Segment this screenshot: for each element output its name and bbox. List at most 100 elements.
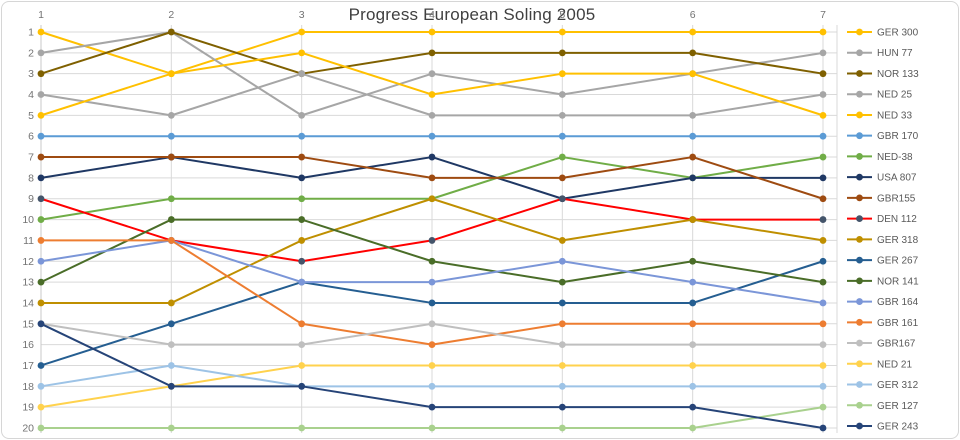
legend-swatch-marker — [856, 173, 863, 181]
data-point-ger-243 — [819, 424, 827, 432]
legend-label: GER 267 — [877, 256, 919, 267]
data-point-hun-77 — [298, 111, 306, 119]
series-ned-33 — [37, 49, 827, 119]
data-point-gbr167 — [819, 341, 827, 349]
legend-swatch-marker — [856, 339, 863, 347]
legend-label: GER 318 — [877, 235, 919, 246]
series-gbr167 — [37, 320, 827, 349]
data-point-ned-33 — [167, 70, 175, 78]
data-point-ned-25 — [428, 111, 436, 119]
data-point-nor-141 — [428, 257, 436, 265]
data-point-ger-300 — [819, 28, 827, 36]
data-point-ger-300 — [428, 28, 436, 36]
data-point-gbr-161 — [558, 320, 566, 328]
data-point-ger-312 — [819, 382, 827, 390]
data-point-ger-312 — [37, 382, 45, 390]
series-ger-318 — [37, 195, 827, 307]
legend-item-ned-25: NED 25 — [847, 90, 912, 101]
legend-label: GER 300 — [877, 28, 919, 39]
data-point-den-112 — [428, 237, 436, 244]
legend-item-ger-312: GER 312 — [847, 380, 919, 391]
data-point-gbr155 — [37, 153, 45, 161]
data-point-usa-807 — [689, 174, 697, 182]
legend-swatch-marker — [856, 215, 863, 223]
y-tick-label: 9 — [28, 193, 34, 205]
legend-swatch-marker — [856, 422, 863, 430]
x-tick-label: 3 — [299, 9, 305, 21]
data-point-ger-318 — [298, 237, 306, 244]
legend-label: HUN 77 — [877, 48, 913, 59]
data-point-ger-312 — [558, 382, 566, 390]
data-point-gbr155 — [819, 195, 827, 203]
data-point-ned-25 — [689, 111, 697, 119]
data-point-nor-133 — [428, 49, 436, 57]
data-point-ger-300 — [298, 28, 306, 36]
data-point-ger-312 — [167, 362, 175, 369]
data-point-gbr-170 — [689, 132, 697, 140]
y-tick-label: 4 — [28, 89, 34, 101]
data-point-ger-243 — [558, 403, 566, 411]
y-tick-label: 14 — [22, 297, 34, 309]
data-point-gbr-170 — [167, 132, 175, 140]
data-point-ger-312 — [689, 382, 697, 390]
data-point-ned-25 — [819, 91, 827, 98]
legend-swatch-marker — [856, 70, 863, 77]
legend-label: GBR155 — [877, 193, 916, 204]
series-ned-25 — [37, 70, 827, 119]
legend-swatch-marker — [856, 194, 863, 202]
data-point-ned-33 — [558, 70, 566, 78]
data-point-ger-243 — [689, 403, 697, 411]
data-point-ned-21 — [558, 362, 566, 369]
y-tick-label: 7 — [28, 152, 34, 164]
legend-swatch-marker — [856, 381, 863, 388]
data-point-ned-38 — [558, 153, 566, 161]
series-gbr155 — [37, 153, 827, 203]
data-point-usa-807 — [37, 174, 45, 182]
series-nor-141 — [37, 216, 827, 286]
x-tick-label: 4 — [429, 9, 435, 21]
data-point-gbr-164 — [819, 299, 827, 307]
data-point-ger-243 — [298, 382, 306, 390]
legend-item-ger-300: GER 300 — [847, 28, 919, 39]
data-point-ger-267 — [167, 320, 175, 328]
legend-item-gbr-161: GBR 161 — [847, 318, 919, 329]
y-tick-label: 16 — [22, 339, 34, 351]
y-tick-label: 10 — [22, 214, 34, 226]
data-point-nor-133 — [689, 49, 697, 57]
y-tick-label: 2 — [28, 47, 34, 59]
legend-label: GER 312 — [877, 380, 919, 391]
data-point-den-112 — [558, 195, 566, 203]
data-point-ned-38 — [167, 195, 175, 203]
data-point-gbr167 — [167, 341, 175, 349]
data-point-ned-25 — [167, 111, 175, 119]
legend-item-ger-267: GER 267 — [847, 256, 919, 267]
legend-item-ned-38: NED-38 — [847, 152, 913, 163]
y-tick-label: 8 — [28, 172, 34, 184]
series-gbr-161 — [37, 237, 827, 349]
series-ger-243 — [37, 320, 827, 432]
legend-label: NED 25 — [877, 90, 912, 101]
data-point-ned-21 — [298, 362, 306, 369]
y-tick-label: 11 — [23, 235, 34, 247]
legend-swatch-marker — [856, 111, 863, 119]
legend-label: GBR167 — [877, 339, 916, 350]
legend: GER 300 HUN 77 NOR 133 NED 25 NED 33 GBR 170 N… — [847, 28, 919, 433]
data-point-gbr155 — [428, 174, 436, 182]
data-point-ger-127 — [558, 424, 566, 432]
legend-swatch-marker — [856, 401, 863, 409]
data-point-nor-141 — [167, 216, 175, 223]
data-point-ger-318 — [428, 195, 436, 203]
legend-label: DEN 112 — [877, 214, 917, 225]
data-point-ned-33 — [428, 91, 436, 98]
data-point-ger-127 — [689, 424, 697, 432]
data-point-ger-318 — [37, 299, 45, 307]
data-point-gbr-164 — [689, 278, 697, 286]
data-point-usa-807 — [428, 153, 436, 161]
data-point-gbr-170 — [298, 132, 306, 140]
data-point-gbr-170 — [428, 132, 436, 140]
data-point-nor-141 — [689, 257, 697, 265]
data-point-ger-127 — [428, 424, 436, 432]
data-point-gbr155 — [689, 153, 697, 161]
data-point-hun-77 — [428, 70, 436, 78]
